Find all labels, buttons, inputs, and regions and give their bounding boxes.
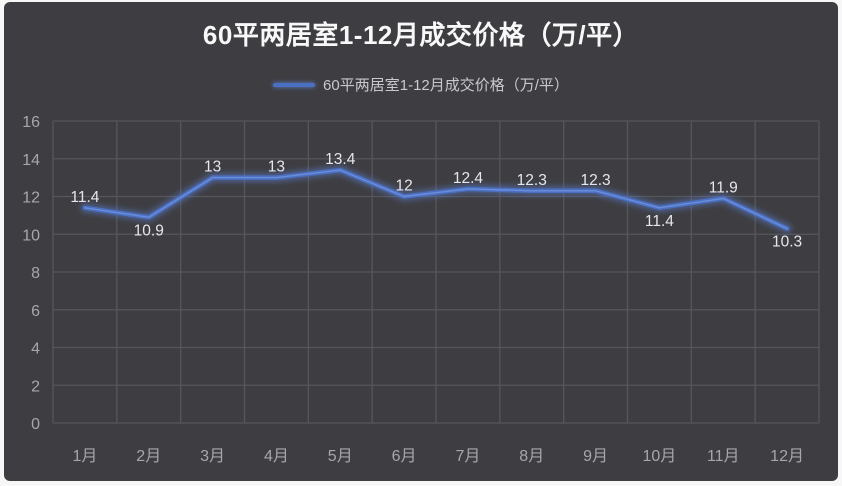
y-axis-tick-label: 4 (31, 341, 40, 358)
series-line-highlight (84, 169, 788, 230)
x-axis-tick-label: 4月 (264, 448, 289, 465)
x-axis-tick-label: 5月 (328, 448, 353, 465)
y-axis-tick-label: 0 (31, 416, 40, 433)
x-axis-tick-label: 3月 (200, 448, 225, 465)
x-axis-tick-label: 11月 (707, 448, 740, 465)
x-axis-tick-label: 10月 (643, 448, 677, 465)
x-axis-tick-label: 8月 (519, 448, 544, 465)
x-axis-tick-label: 2月 (136, 448, 161, 465)
x-axis-tick-label: 1月 (72, 448, 97, 465)
data-point-label: 12 (395, 178, 412, 195)
chart-title: 60平两居室1-12月成交价格（万/平） (202, 20, 640, 50)
data-point-label: 12.3 (580, 172, 610, 189)
data-point-label: 13.4 (325, 151, 356, 168)
data-point-label: 11.4 (70, 189, 99, 206)
data-point-label: 13 (204, 159, 221, 176)
y-axis-tick-label: 14 (22, 152, 40, 169)
legend: 60平两居室1-12月成交价格（万/平） (4, 74, 838, 95)
x-axis-tick-label: 12月 (770, 448, 804, 465)
chart-card: 60平两居室1-12月成交价格（万/平） 60平两居室1-12月成交价格（万/平… (4, 2, 838, 481)
x-axis-tick-label: 9月 (583, 448, 608, 465)
data-point-label: 12.3 (517, 172, 547, 189)
legend-line-marker (273, 82, 316, 87)
data-point-label: 12.4 (453, 170, 484, 187)
x-axis-tick-label: 6月 (392, 448, 417, 465)
data-point-label: 13 (268, 159, 285, 176)
x-axis-tick-label: 7月 (455, 448, 480, 465)
data-point-label: 10.9 (134, 222, 164, 239)
data-point-label: 11.9 (709, 179, 738, 196)
y-axis-tick-label: 6 (31, 303, 40, 320)
data-point-label: 10.3 (772, 234, 802, 251)
y-axis-tick-label: 2 (31, 378, 40, 395)
y-axis-tick-label: 12 (22, 190, 40, 207)
y-axis-tick-label: 10 (22, 227, 40, 244)
legend-label: 60平两居室1-12月成交价格（万/平） (323, 77, 569, 94)
line-chart: 0 2 4 6 8 10 12 14 16 1月 2月 3月 4月 5月 6月 7月 8月 9月 10月 11月 12月… (22, 114, 820, 465)
y-axis-tick-label: 8 (31, 265, 40, 282)
data-point-label: 11.4 (645, 213, 674, 230)
y-axis-tick-label: 16 (22, 114, 40, 131)
